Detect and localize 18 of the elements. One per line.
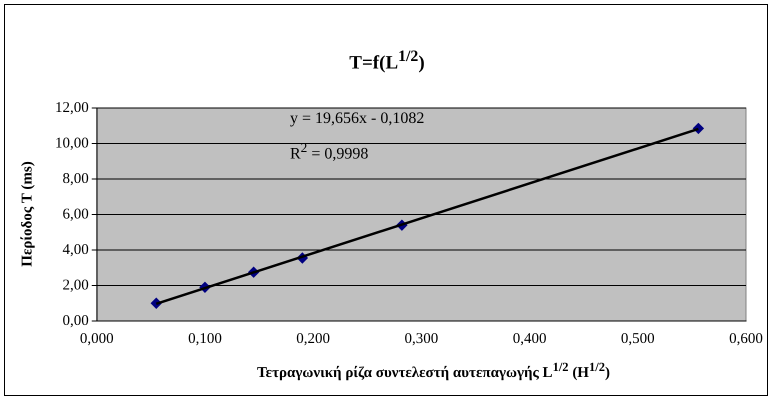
y-tick-label: 2,00: [62, 277, 89, 294]
y-tick-label: 4,00: [62, 242, 89, 258]
y-axis-title: Περίοδος T (ms): [20, 161, 36, 267]
x-tick-label: 0,600: [729, 330, 763, 347]
chart-title: T=f(L$^{1/2}$): [348, 48, 426, 74]
x-tick-label: 0,300: [404, 330, 438, 347]
y-tick-label: 0,00: [62, 312, 89, 329]
annotation: y = 19,656x - 0,1082: [290, 110, 424, 128]
x-tick-label: 0,200: [296, 330, 330, 347]
x-axis-title: Τετραγωνική ρίζα συντελεστή αυτεπαγωγής L$^{1/2}$ (H$^{1/2}$): [256, 360, 611, 382]
y-tick-label: 8,00: [62, 170, 89, 187]
x-tick-label: 0,100: [188, 330, 222, 347]
x-tick-label: 0,000: [80, 330, 114, 347]
x-tick-label: 0,500: [620, 330, 655, 347]
y-tick-label: 12,00: [55, 100, 89, 116]
y-tick-label: 6,00: [62, 206, 89, 222]
y-tick-label: 10,00: [55, 135, 89, 152]
x-tick-label: 0,400: [512, 330, 546, 347]
